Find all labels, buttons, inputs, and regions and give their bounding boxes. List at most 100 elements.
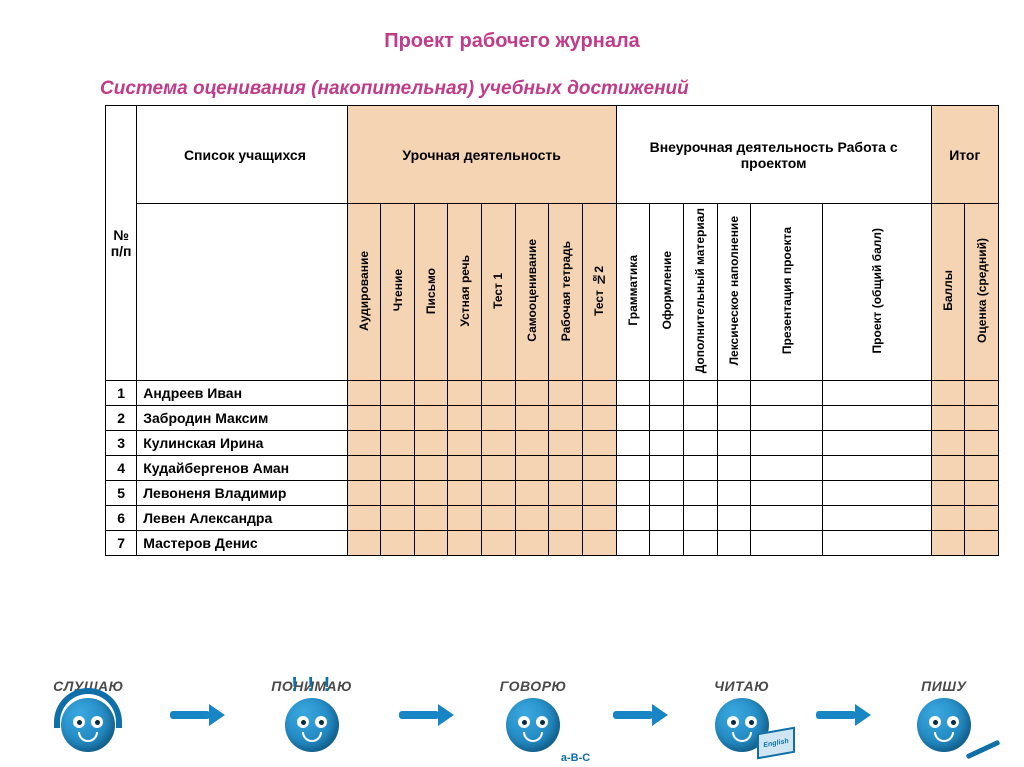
face-icon: ! ! ! xyxy=(285,698,339,752)
cell-grade xyxy=(683,406,717,431)
cell-grade xyxy=(549,481,583,506)
cell-grade xyxy=(583,456,617,481)
col-group-total: Итог xyxy=(931,106,998,204)
step-listen: СЛУШАЮ xyxy=(53,678,124,752)
cell-grade xyxy=(751,531,823,556)
cell-grade xyxy=(650,381,684,406)
cell-grade xyxy=(717,456,751,481)
cell-grade xyxy=(583,381,617,406)
cell-grade xyxy=(583,531,617,556)
cell-number: 3 xyxy=(106,431,137,456)
cell-grade xyxy=(751,506,823,531)
cell-grade xyxy=(347,406,381,431)
cell-grade xyxy=(823,506,931,531)
cell-grade xyxy=(650,406,684,431)
cell-number: 6 xyxy=(106,506,137,531)
cell-grade xyxy=(583,481,617,506)
cell-grade xyxy=(616,506,650,531)
cell-grade xyxy=(549,531,583,556)
cell-grade xyxy=(717,381,751,406)
cell-grade xyxy=(616,431,650,456)
cell-grade xyxy=(650,531,684,556)
cell-grade xyxy=(515,456,549,481)
cell-grade xyxy=(515,506,549,531)
cell-grade xyxy=(414,381,448,406)
cell-grade xyxy=(751,406,823,431)
cell-grade xyxy=(414,431,448,456)
cell-grade xyxy=(683,431,717,456)
cell-grade xyxy=(965,406,999,431)
subcol-15: Оценка (средний) xyxy=(965,204,999,381)
arrow-icon xyxy=(613,706,668,724)
cell-grade xyxy=(414,531,448,556)
cell-grade xyxy=(683,456,717,481)
cell-grade xyxy=(347,481,381,506)
step-read: ЧИТАЮ English xyxy=(714,678,769,752)
page-subtitle: Система оценивания (накопительная) учебн… xyxy=(100,78,1024,100)
cell-grade xyxy=(549,431,583,456)
subcol-12: Презентация проекта xyxy=(751,204,823,381)
cell-grade xyxy=(650,431,684,456)
cell-grade xyxy=(448,531,482,556)
cell-grade xyxy=(965,531,999,556)
cell-grade xyxy=(823,431,931,456)
cell-grade xyxy=(381,506,415,531)
cell-grade xyxy=(616,406,650,431)
cell-grade xyxy=(616,531,650,556)
cell-grade xyxy=(515,431,549,456)
cell-grade xyxy=(414,481,448,506)
cell-grade xyxy=(650,456,684,481)
cell-grade xyxy=(482,531,516,556)
step-label: ПИШУ xyxy=(921,678,966,694)
cell-grade xyxy=(931,381,965,406)
grade-table: № п/п Список учащихся Урочная деятельнос… xyxy=(105,105,999,556)
cell-grade xyxy=(616,456,650,481)
cell-grade xyxy=(482,506,516,531)
cell-grade xyxy=(448,481,482,506)
col-students-header: Список учащихся xyxy=(137,106,347,204)
page-title: Проект рабочего журнала xyxy=(0,30,1024,53)
cell-grade xyxy=(965,431,999,456)
table-row: 1Андреев Иван xyxy=(106,381,999,406)
face-icon: English xyxy=(715,698,769,752)
cell-grade xyxy=(515,481,549,506)
subcol-1: Чтение xyxy=(381,204,415,381)
step-label: ГОВОРЮ xyxy=(500,678,567,694)
subcol-3: Устная речь xyxy=(448,204,482,381)
subcol-13: Проект (общий балл) xyxy=(823,204,931,381)
cell-grade xyxy=(650,481,684,506)
cell-grade xyxy=(515,381,549,406)
cell-grade xyxy=(616,381,650,406)
cell-grade xyxy=(965,381,999,406)
cell-grade xyxy=(751,456,823,481)
col-group-project: Внеурочная деятельность Работа с проекто… xyxy=(616,106,931,204)
cell-grade xyxy=(448,406,482,431)
subcol-10: Дополнительный материал xyxy=(683,204,717,381)
cell-grade xyxy=(381,456,415,481)
cell-grade xyxy=(482,481,516,506)
cell-grade xyxy=(583,506,617,531)
cell-grade xyxy=(414,406,448,431)
step-understand: ПОНИМАЮ ! ! ! xyxy=(271,678,352,752)
cell-number: 5 xyxy=(106,481,137,506)
cell-grade xyxy=(823,406,931,431)
arrow-icon xyxy=(399,706,454,724)
cell-grade xyxy=(583,406,617,431)
cell-student-name: Кудайбергенов Аман xyxy=(137,456,347,481)
cell-student-name: Левен Александра xyxy=(137,506,347,531)
subcol-0: Аудирование xyxy=(347,204,381,381)
subcol-8: Грамматика xyxy=(616,204,650,381)
cell-grade xyxy=(381,431,415,456)
cell-grade xyxy=(414,506,448,531)
table-row: 5Левоненя Владимир xyxy=(106,481,999,506)
cell-grade xyxy=(683,381,717,406)
cell-grade xyxy=(965,456,999,481)
arrow-icon xyxy=(816,706,871,724)
cell-grade xyxy=(448,381,482,406)
cell-grade xyxy=(515,531,549,556)
cell-grade xyxy=(650,506,684,531)
cell-grade xyxy=(381,481,415,506)
subcol-7: Тест №2 xyxy=(583,204,617,381)
cell-grade xyxy=(414,456,448,481)
blank-header xyxy=(137,204,347,381)
